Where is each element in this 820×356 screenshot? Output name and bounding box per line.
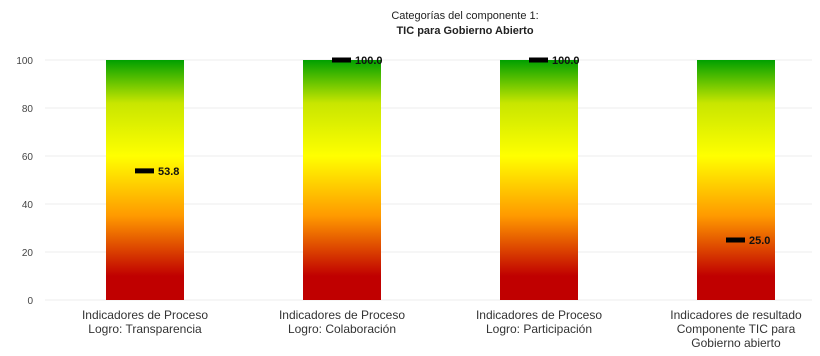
category-label: Logro: Colaboración (288, 322, 396, 336)
y-tick-label: 100 (16, 56, 33, 67)
category-label: Componente TIC para (677, 322, 796, 336)
category-label: Indicadores de resultado (670, 308, 802, 322)
category-label: Gobierno abierto (691, 336, 781, 350)
data-label: 100.0 (355, 55, 383, 67)
data-label: 25.0 (749, 235, 770, 247)
chart-title-line: TIC para Gobierno Abierto (396, 25, 533, 37)
chart-title: Categorías del componente 1: TIC para Gob… (391, 10, 538, 37)
y-axis: 0 20 40 60 80 100 (16, 56, 33, 307)
bar (500, 60, 578, 300)
bar (697, 60, 775, 300)
y-tick-label: 20 (22, 248, 34, 259)
category-label: Indicadores de Proceso (279, 308, 405, 322)
bar (303, 60, 381, 300)
y-tick-label: 60 (22, 152, 34, 163)
chart-title-line: Categorías del componente 1: (391, 10, 538, 22)
category-label: Indicadores de Proceso (82, 308, 208, 322)
data-label: 100.0 (552, 55, 580, 67)
value-marker (529, 58, 548, 63)
y-tick-label: 80 (22, 104, 34, 115)
category-label: Indicadores de Proceso (476, 308, 602, 322)
value-marker (135, 168, 154, 173)
value-marker (726, 238, 745, 243)
bar (106, 60, 184, 300)
data-label: 53.8 (158, 166, 179, 178)
category-label: Logro: Transparencia (88, 322, 202, 336)
y-tick-label: 40 (22, 200, 34, 211)
y-tick-label: 0 (27, 296, 33, 307)
value-marker (332, 58, 351, 63)
bars: 53.8 100.0 100.0 25.0 (106, 55, 775, 300)
category-label: Logro: Participación (486, 322, 592, 336)
